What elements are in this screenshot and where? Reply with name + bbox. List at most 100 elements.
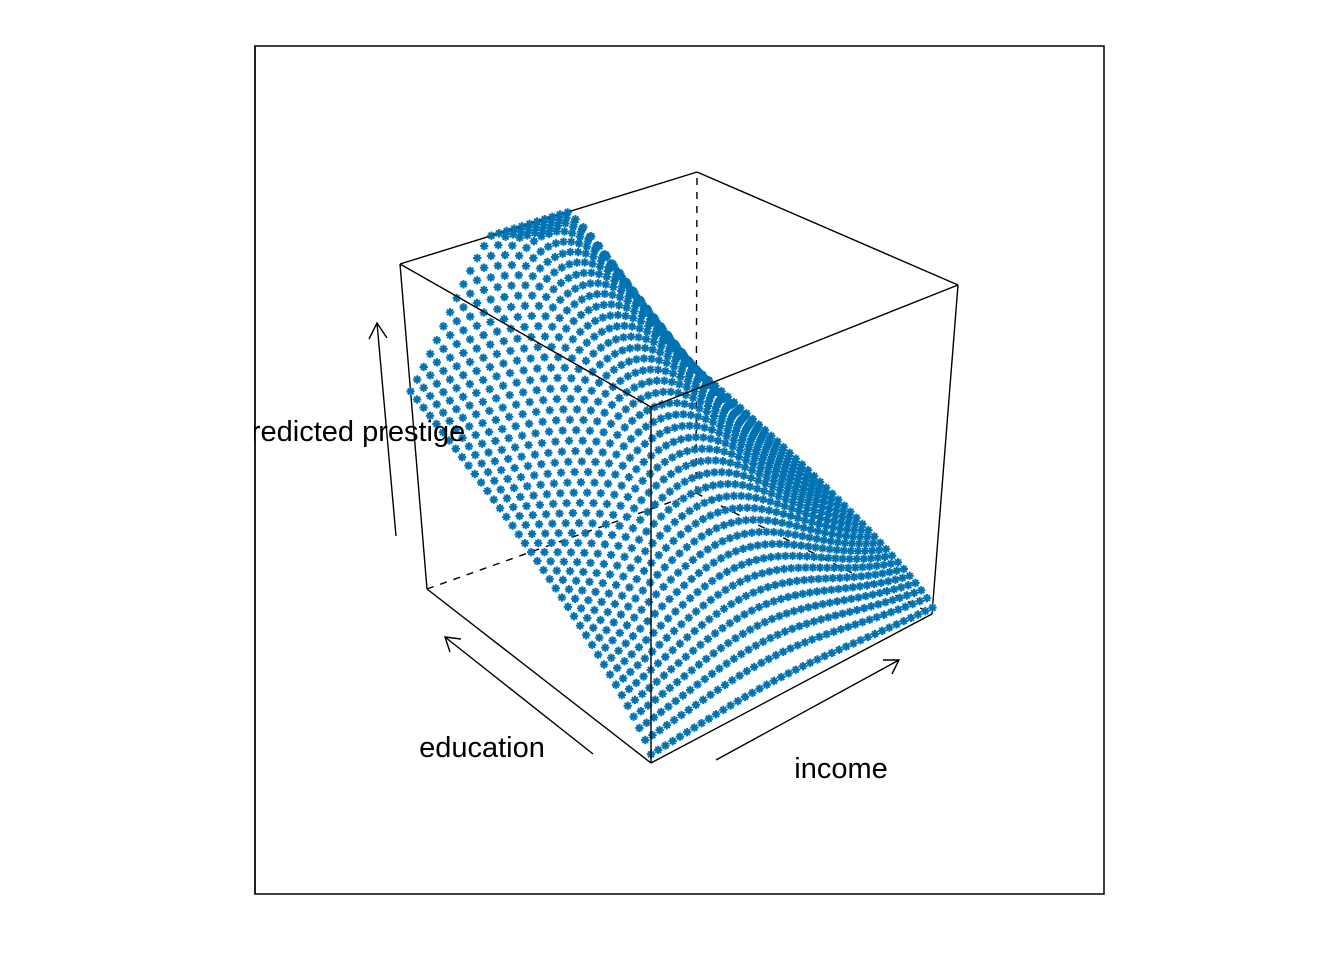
- surface-point: [517, 452, 526, 461]
- surface-point: [452, 383, 461, 393]
- surface-point: [899, 564, 908, 574]
- surface-point: [799, 523, 808, 532]
- surface-point: [718, 457, 728, 466]
- surface-point: [765, 567, 774, 576]
- box-edge-top-front-left: [399, 263, 652, 408]
- box-edge-bottom-left: [426, 588, 652, 764]
- surface-point: [484, 427, 494, 437]
- surface-point: [472, 321, 482, 331]
- surface-point: [569, 222, 578, 231]
- surface-point: [762, 527, 771, 537]
- surface-point: [616, 286, 626, 296]
- surface-point: [705, 615, 714, 624]
- surface-point: [702, 469, 712, 478]
- surface-point: [541, 510, 551, 519]
- surface-point: [511, 422, 520, 431]
- surface-point: [736, 440, 746, 449]
- surface-point: [597, 327, 607, 337]
- surface-point: [557, 447, 567, 456]
- surface-point: [859, 604, 869, 613]
- surface-point: [568, 335, 578, 344]
- surface-point: [513, 312, 523, 322]
- surface-point: [648, 434, 657, 443]
- surface-point: [749, 459, 758, 469]
- surface-point: [438, 408, 448, 417]
- surface-point: [894, 605, 903, 614]
- surface-point: [530, 450, 540, 459]
- surface-point: [802, 552, 812, 561]
- surface-point: [872, 561, 881, 571]
- surface-point: [670, 517, 679, 527]
- surface-point: [720, 447, 729, 456]
- surface-point: [858, 519, 867, 529]
- surface-point: [814, 520, 824, 529]
- surface-point: [702, 654, 711, 664]
- surface-point: [432, 400, 441, 409]
- surface-point: [432, 419, 441, 429]
- surface-point: [694, 660, 704, 669]
- surface-point: [868, 590, 877, 599]
- surface-point: [593, 650, 603, 659]
- surface-point: [654, 445, 663, 455]
- surface-point: [708, 576, 717, 586]
- surface-point: [576, 310, 586, 320]
- surface-point: [690, 723, 699, 732]
- surface-point: [749, 588, 758, 597]
- surface-point: [659, 387, 668, 397]
- surface-point: [534, 520, 544, 529]
- surface-point: [692, 422, 702, 431]
- surface-point: [588, 259, 597, 269]
- surface-point: [557, 593, 567, 602]
- surface-point: [509, 483, 519, 493]
- surface-point: [651, 590, 661, 599]
- surface-point: [432, 336, 442, 345]
- surface-point: [775, 611, 784, 621]
- surface-point: [603, 354, 612, 363]
- surface-point: [585, 426, 595, 435]
- box-edge-top-back-right: [696, 171, 959, 286]
- surface-point: [555, 313, 564, 323]
- surface-point: [662, 358, 671, 368]
- surface-point: [719, 705, 728, 715]
- surface-point: [561, 519, 570, 528]
- surface-point: [824, 553, 833, 563]
- surface-point: [750, 571, 760, 580]
- box-edge-vertical-left: [399, 263, 428, 590]
- surface-point: [512, 378, 521, 387]
- surface-point: [592, 568, 601, 578]
- surface-point: [813, 655, 822, 664]
- surface-point: [848, 583, 857, 592]
- surface-point: [654, 551, 663, 560]
- surface-point: [672, 677, 682, 687]
- surface-point: [713, 436, 723, 445]
- surface-point: [523, 482, 532, 491]
- surface-point: [584, 596, 593, 605]
- surface-point: [598, 579, 607, 588]
- surface-point: [490, 457, 500, 466]
- surface-point: [472, 298, 482, 308]
- surface-point: [585, 291, 594, 301]
- surface-point: [922, 593, 932, 603]
- surface-point: [586, 406, 595, 415]
- surface-point: [483, 486, 492, 496]
- surface-point: [785, 577, 794, 587]
- surface-point: [556, 468, 566, 477]
- surface-point: [686, 489, 696, 499]
- surface-point: [548, 303, 558, 312]
- surface-point: [700, 674, 709, 684]
- x-axis-arrow: [715, 659, 901, 761]
- surface-point: [514, 271, 523, 280]
- surface-point: [592, 289, 602, 299]
- surface-point: [798, 662, 808, 671]
- surface-point: [631, 484, 640, 493]
- surface-point: [501, 232, 510, 241]
- surface-point: [722, 659, 731, 668]
- surface-point: [445, 330, 455, 340]
- surface-point: [626, 667, 635, 677]
- surface-point: [683, 447, 692, 456]
- surface-point: [552, 566, 561, 575]
- surface-point: [642, 406, 652, 415]
- surface-point: [531, 407, 541, 417]
- surface-point: [419, 403, 428, 412]
- surface-point: [798, 531, 807, 541]
